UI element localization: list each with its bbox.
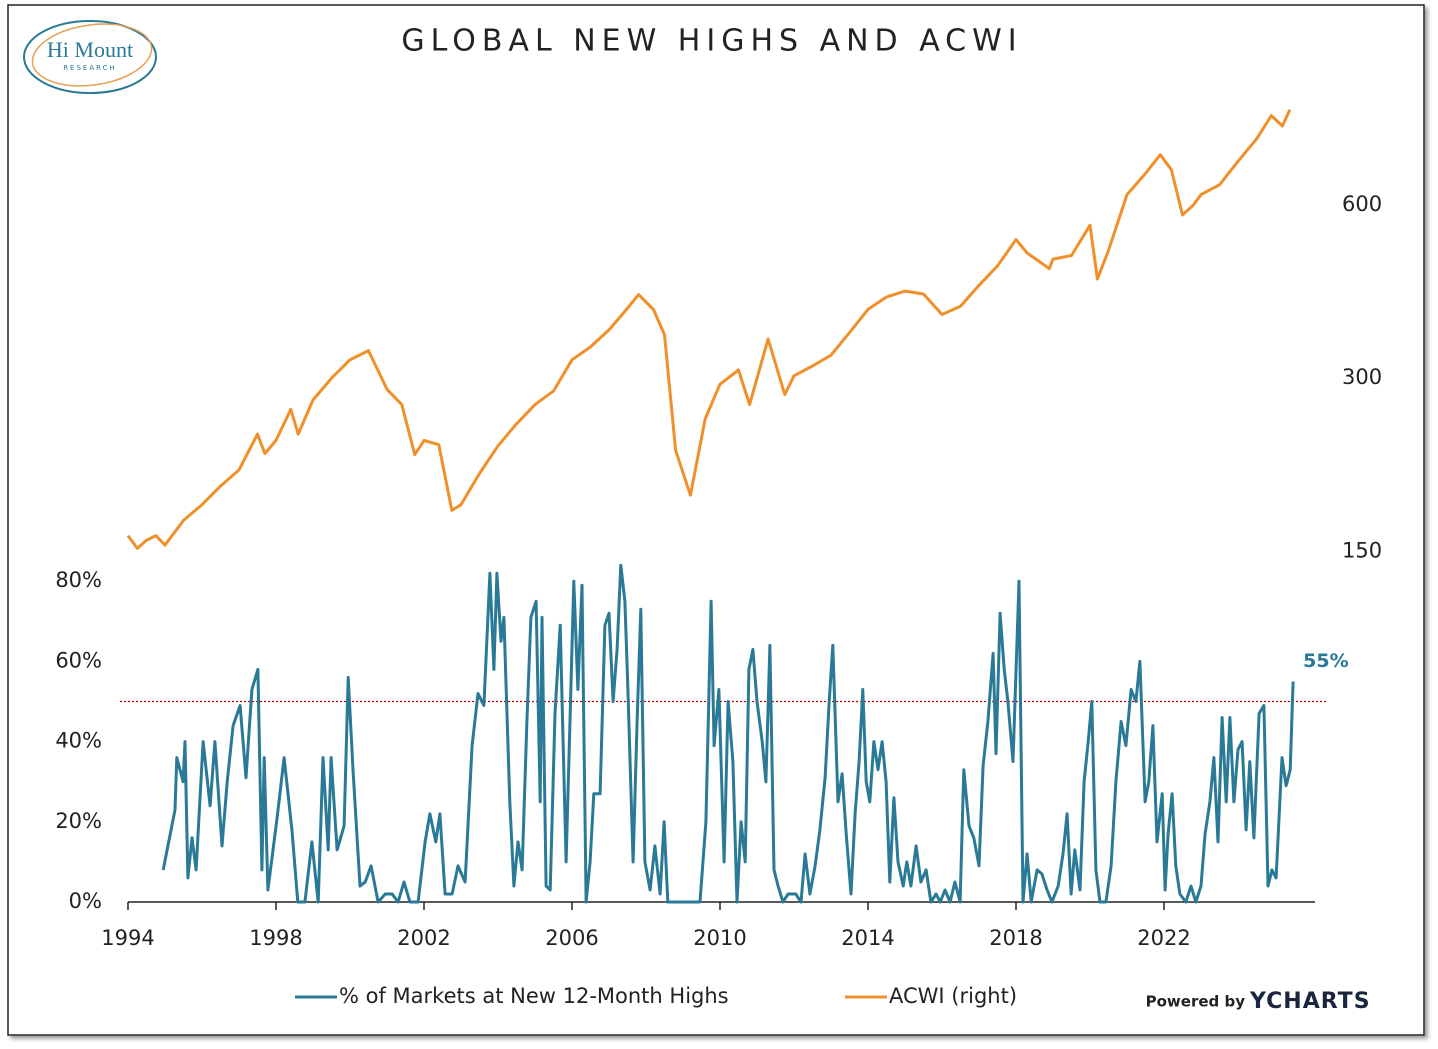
x-tick-label: 2002 <box>397 926 450 950</box>
frame <box>7 4 1425 1036</box>
credit-brand: YCHARTS <box>1249 989 1371 1014</box>
x-tick-label: 1998 <box>249 926 302 950</box>
x-tick-label: 2014 <box>841 926 894 950</box>
y-tick-label: 80% <box>55 568 102 592</box>
y-tick-label: 40% <box>55 729 102 753</box>
logo-sub: RESEARCH <box>63 64 117 72</box>
y2-tick-label: 300 <box>1342 365 1382 389</box>
x-tick-label: 2018 <box>989 926 1042 950</box>
y-tick-label: 0% <box>69 889 102 913</box>
y2-tick-label: 150 <box>1342 539 1382 563</box>
logo-name: Hi Mount <box>47 37 133 62</box>
x-tick-label: 2022 <box>1137 926 1190 950</box>
series-line <box>161 563 1295 904</box>
y-tick-label: 20% <box>55 809 102 833</box>
logo: Hi Mount RESEARCH <box>23 20 157 94</box>
y2-tick-label: 600 <box>1342 192 1382 216</box>
x-tick-label: 2006 <box>545 926 598 950</box>
y-tick-label: 60% <box>55 648 102 672</box>
x-tick-label: 2010 <box>693 926 746 950</box>
annotation: 55% <box>1303 650 1348 672</box>
credit-prefix: Powered by <box>1146 993 1246 1011</box>
legend-label: % of Markets at New 12-Month Highs <box>339 984 729 1008</box>
chart-title: GLOBAL NEW HIGHS AND ACWI <box>401 24 1022 59</box>
series-line <box>126 109 1292 550</box>
legend-label: ACWI (right) <box>889 984 1017 1008</box>
x-tick-label: 1994 <box>101 926 154 950</box>
